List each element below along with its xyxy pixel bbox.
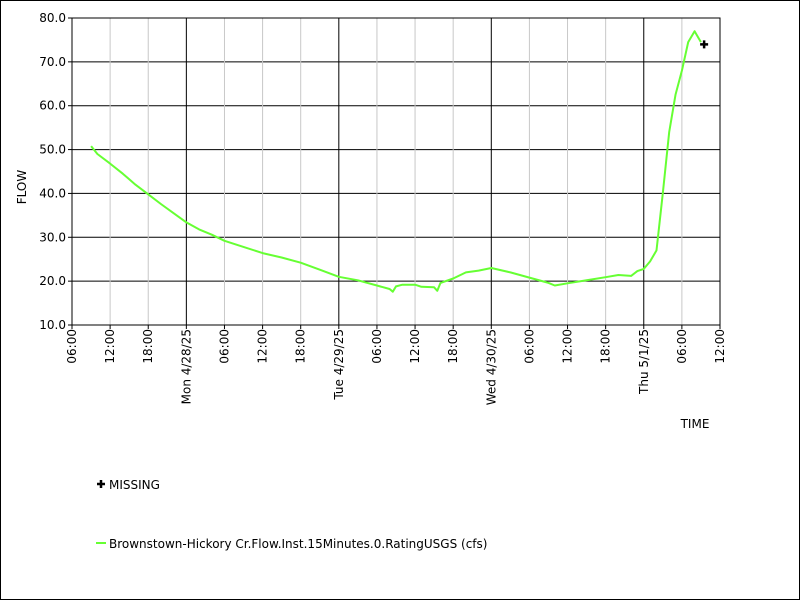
x-tick-label: 12:00 [408,329,422,364]
x-tick-label: Thu 5/1/25 [637,329,651,395]
x-tick-label: 12:00 [561,329,575,364]
y-tick-label: 50.0 [39,143,66,157]
x-tick-label: 06:00 [370,329,384,364]
missing-point-marker [700,40,709,49]
grid [72,18,720,325]
legend-label-series: Brownstown-Hickory Cr.Flow.Inst.15Minute… [109,537,487,551]
plot-area [71,17,721,326]
x-tick-label: 12:00 [713,329,727,364]
x-tick-label: 18:00 [446,329,460,364]
legend-item-series: Brownstown-Hickory Cr.Flow.Inst.15Minute… [96,537,487,551]
flow-series-line [90,30,702,293]
x-tick-label: 12:00 [256,329,270,364]
x-axis-ticks: 06:00 12:00 18:00 Mon 4/28/25 06:00 12:00 18:0… [65,325,727,405]
y-axis-label: FLOW [15,170,29,205]
x-tick-label: 06:00 [65,329,79,364]
series-layer [90,30,702,293]
x-tick-label: 06:00 [217,329,231,364]
y-tick-label: 20.0 [39,274,66,288]
y-tick-label: 10.0 [39,318,66,332]
x-axis-label: TIME [680,417,710,431]
x-tick-label: 18:00 [599,329,613,364]
x-tick-label: Tue 4/29/25 [332,329,346,401]
legend: MISSING Brownstown-Hickory Cr.Flow.Inst.… [96,478,487,551]
x-tick-label: 06:00 [522,329,536,364]
legend-item-missing: MISSING [97,478,160,492]
legend-label-missing: MISSING [109,478,160,492]
x-tick-label: Wed 4/30/25 [484,329,498,405]
x-tick-label: Mon 4/28/25 [179,329,193,404]
x-tick-label: 12:00 [103,329,117,364]
legend-cross-icon [97,480,105,488]
x-tick-label: 18:00 [294,329,308,364]
y-tick-label: 70.0 [39,55,66,69]
y-axis-ticks: 10.0 20.0 30.0 40.0 50.0 60.0 70.0 80.0 [39,11,72,332]
x-tick-label: 18:00 [141,329,155,364]
y-tick-label: 40.0 [39,186,66,200]
missing-marker-layer [700,40,709,49]
y-tick-label: 80.0 [39,11,66,25]
y-tick-label: 30.0 [39,230,66,244]
y-tick-label: 60.0 [39,99,66,113]
x-tick-label: 06:00 [675,329,689,364]
